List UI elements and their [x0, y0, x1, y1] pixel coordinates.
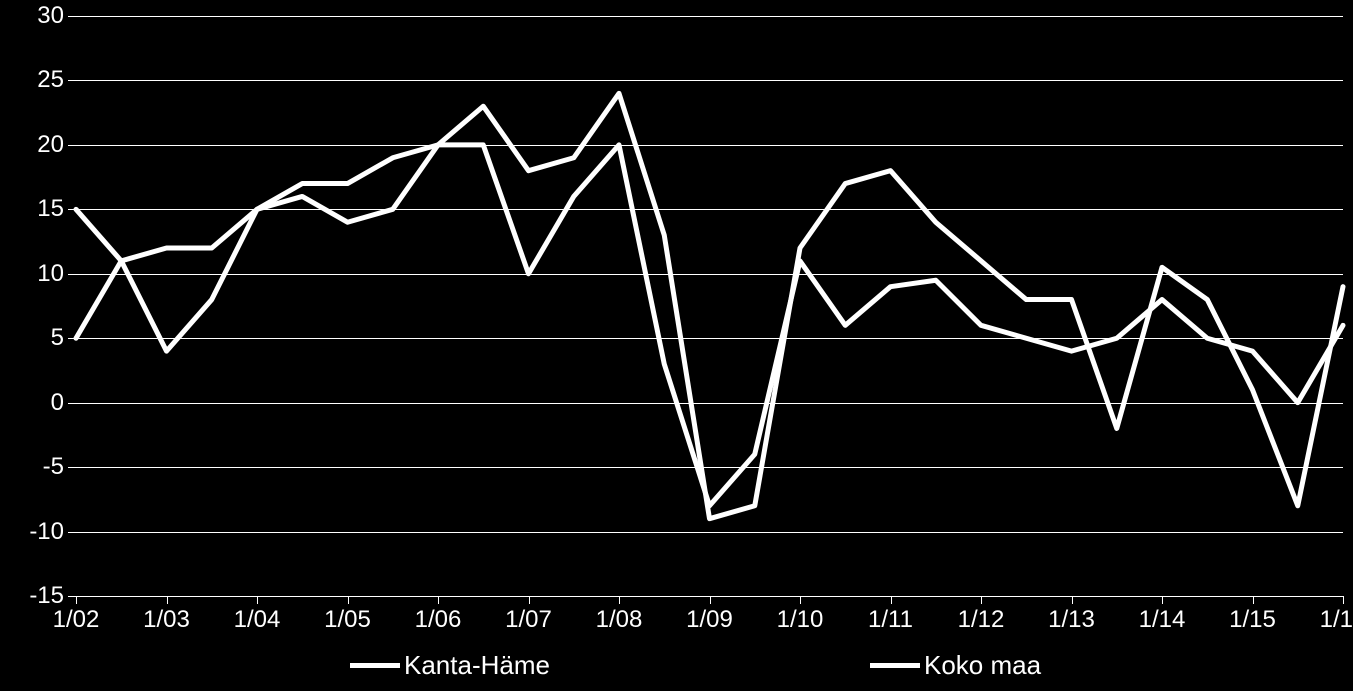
y-tick: [68, 596, 76, 597]
y-tick: [68, 80, 76, 81]
gridline: [76, 274, 1343, 275]
x-tick: [710, 596, 711, 604]
x-tick: [619, 596, 620, 604]
series-line-1: [76, 145, 1343, 506]
x-axis-label: 1/02: [53, 606, 100, 634]
y-tick: [68, 467, 76, 468]
x-axis-label: 1/15: [1229, 606, 1276, 634]
x-tick: [1253, 596, 1254, 604]
x-axis-label: 1/14: [1139, 606, 1186, 634]
legend-swatch: [870, 663, 920, 668]
gridline: [76, 209, 1343, 210]
x-axis-label: 1/09: [686, 606, 733, 634]
gridline: [76, 16, 1343, 17]
y-tick: [68, 16, 76, 17]
y-axis-label: 10: [4, 260, 64, 288]
y-tick: [68, 338, 76, 339]
y-axis-label: 0: [4, 389, 64, 417]
gridline: [76, 532, 1343, 533]
line-chart: -15-10-50510152025301/021/031/041/051/06…: [0, 0, 1353, 691]
x-tick: [1072, 596, 1073, 604]
y-tick: [68, 274, 76, 275]
x-tick: [76, 596, 77, 604]
x-tick: [981, 596, 982, 604]
legend-item: Kanta-Häme: [350, 650, 550, 681]
gridline: [76, 403, 1343, 404]
x-axis-label: 1/10: [777, 606, 824, 634]
y-tick: [68, 403, 76, 404]
x-axis-label: 1/16: [1320, 606, 1353, 634]
x-axis-label: 1/13: [1048, 606, 1095, 634]
y-axis-label: -5: [4, 453, 64, 481]
x-axis-label: 1/03: [143, 606, 190, 634]
x-axis-label: 1/08: [596, 606, 643, 634]
x-axis-label: 1/07: [505, 606, 552, 634]
x-tick: [529, 596, 530, 604]
legend-label: Koko maa: [924, 650, 1041, 681]
legend-swatch: [350, 663, 400, 668]
gridline: [76, 338, 1343, 339]
x-tick: [1343, 596, 1344, 604]
chart-svg: [0, 0, 1353, 691]
legend-item: Koko maa: [870, 650, 1041, 681]
gridline: [76, 145, 1343, 146]
y-axis-label: 20: [4, 131, 64, 159]
y-tick: [68, 209, 76, 210]
x-tick: [1162, 596, 1163, 604]
x-tick: [167, 596, 168, 604]
y-axis-label: 15: [4, 195, 64, 223]
x-axis-label: 1/12: [958, 606, 1005, 634]
y-tick: [68, 145, 76, 146]
x-axis-label: 1/06: [415, 606, 462, 634]
legend-label: Kanta-Häme: [404, 650, 550, 681]
y-axis-label: 25: [4, 66, 64, 94]
gridline: [76, 80, 1343, 81]
x-tick: [438, 596, 439, 604]
x-tick: [348, 596, 349, 604]
x-tick: [257, 596, 258, 604]
x-axis-label: 1/11: [868, 606, 913, 634]
y-axis-label: 30: [4, 2, 64, 30]
x-tick: [891, 596, 892, 604]
x-axis-label: 1/05: [324, 606, 371, 634]
y-axis-label: 5: [4, 324, 64, 352]
x-tick: [800, 596, 801, 604]
gridline: [76, 467, 1343, 468]
y-tick: [68, 532, 76, 533]
x-axis-label: 1/04: [234, 606, 281, 634]
y-axis-label: -10: [4, 518, 64, 546]
